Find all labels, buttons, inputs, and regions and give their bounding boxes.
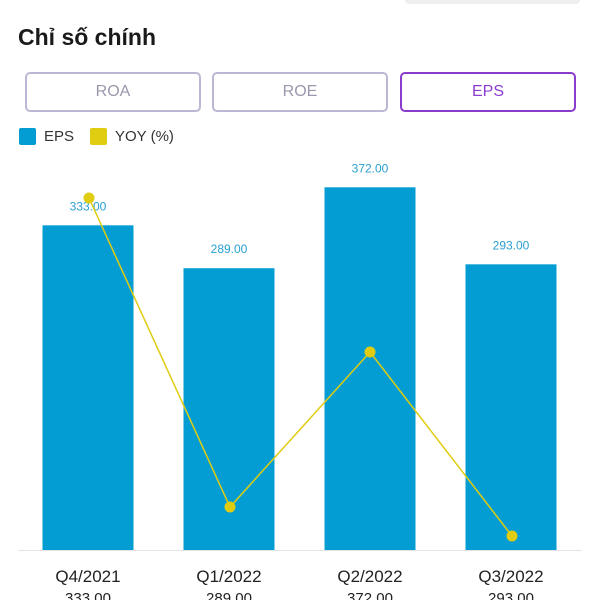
yoy-point-3[interactable] [506, 530, 518, 542]
x-tick-value: 289.00 [206, 590, 252, 600]
tab-eps[interactable]: EPS [400, 72, 576, 112]
yoy-swatch-icon [90, 128, 107, 145]
legend-item-eps[interactable]: EPS [19, 128, 74, 145]
tab-roe[interactable]: ROE [212, 72, 388, 112]
legend-item-yoy[interactable]: YOY (%) [90, 128, 174, 145]
bar-value-label: 333.00 [70, 199, 107, 213]
x-tick-label: Q3/2022 [478, 567, 543, 586]
x-tick-label: Q2/2022 [337, 567, 402, 586]
x-tick-label: Q4/2021 [55, 567, 120, 586]
top-card-edge [405, 0, 580, 4]
legend-label-eps: EPS [44, 128, 75, 145]
yoy-line [88, 197, 513, 537]
bar-eps-0[interactable] [42, 225, 134, 550]
bar-eps-3[interactable] [465, 264, 557, 550]
tab-roa[interactable]: ROA [25, 72, 201, 112]
yoy-point-0[interactable] [83, 192, 95, 204]
yoy-point-2[interactable] [364, 346, 376, 358]
x-tick-value: 293.00 [488, 590, 534, 600]
section-title: Chỉ số chính [18, 24, 156, 50]
bar-eps-2[interactable] [324, 187, 416, 551]
x-tick-value: 372.00 [347, 590, 393, 600]
metric-tabs: ROA ROE EPS [25, 72, 576, 112]
x-tick-value: 333.00 [65, 590, 111, 600]
bar-value-label: 293.00 [493, 238, 530, 252]
eps-swatch-icon [19, 128, 36, 145]
eps-chart: 333.00 Q4/2021 333.00 289.00 Q1/2022 289.00 37… [18, 161, 582, 600]
bar-value-label: 372.00 [352, 161, 389, 175]
legend-label-yoy: YOY (%) [115, 128, 174, 145]
yoy-point-1[interactable] [224, 501, 236, 513]
bar-value-label: 289.00 [211, 242, 248, 256]
x-tick-label: Q1/2022 [196, 567, 261, 586]
